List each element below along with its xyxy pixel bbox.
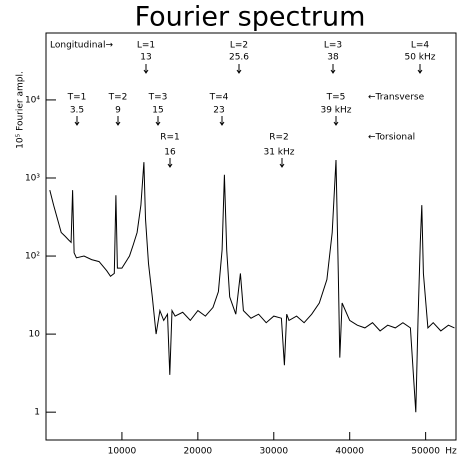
annotation: ←Torsional [368,133,415,143]
y-tick-label: 1 [34,408,40,418]
annotation: ←Transverse [368,93,425,103]
annotation-arrow [417,64,423,74]
chart-title: Fourier spectrum [135,2,366,33]
annotation-arrow [155,116,161,126]
y-tick-label: 10 [29,330,41,340]
y-tick-label: 10² [25,252,40,262]
annotation: 38 [327,53,339,63]
spectrum-line [49,159,455,413]
annotation: 39 kHz [320,106,351,116]
annotation: 16 [164,148,176,158]
annotation: 23 [213,106,224,116]
annotation: 13 [140,53,151,63]
annotation: T=4 [209,93,229,103]
x-tick-label: 10000 [108,447,137,457]
annotation: L=1 [137,41,155,51]
x-tick-label: 20000 [184,447,213,457]
annotation-arrow [167,158,173,168]
x-tick-label: 30000 [259,447,288,457]
x-tick-label: 50000 [411,447,440,457]
annotation-arrow [115,116,121,126]
annotation: R=1 [160,133,180,143]
annotation-arrow [219,116,225,126]
annotation-arrow [279,158,285,168]
annotation: T=2 [108,93,128,103]
x-tick-label: 40000 [335,447,364,457]
annotation: 9 [115,106,121,116]
y-tick-label: 10⁴ [25,95,40,105]
y-tick-label: 10³ [25,173,40,183]
annotation: T=1 [67,93,87,103]
annotation-arrow [143,64,149,74]
annotation: L=3 [324,41,342,51]
annotation: 3.5 [70,106,84,116]
annotation-arrow [74,116,80,126]
annotation: Longitudinal→ [50,41,113,51]
annotation: T=3 [148,93,168,103]
annotation-arrow [333,116,339,126]
annotation: 15 [152,106,163,116]
x-axis-label: Hz [445,447,457,457]
annotation: L=4 [411,41,430,51]
plot-frame [45,32,457,441]
annotation: L=2 [230,41,248,51]
annotation-arrow [236,64,242,74]
annotation: T=5 [326,93,346,103]
y-axis-label: 10⁵ Fourier ampl. [16,71,26,149]
annotation: R=2 [269,133,289,143]
annotation: 31 kHz [263,148,294,158]
annotation: 50 kHz [404,53,435,63]
annotation-arrow [330,64,336,74]
annotation: 25.6 [229,53,249,63]
